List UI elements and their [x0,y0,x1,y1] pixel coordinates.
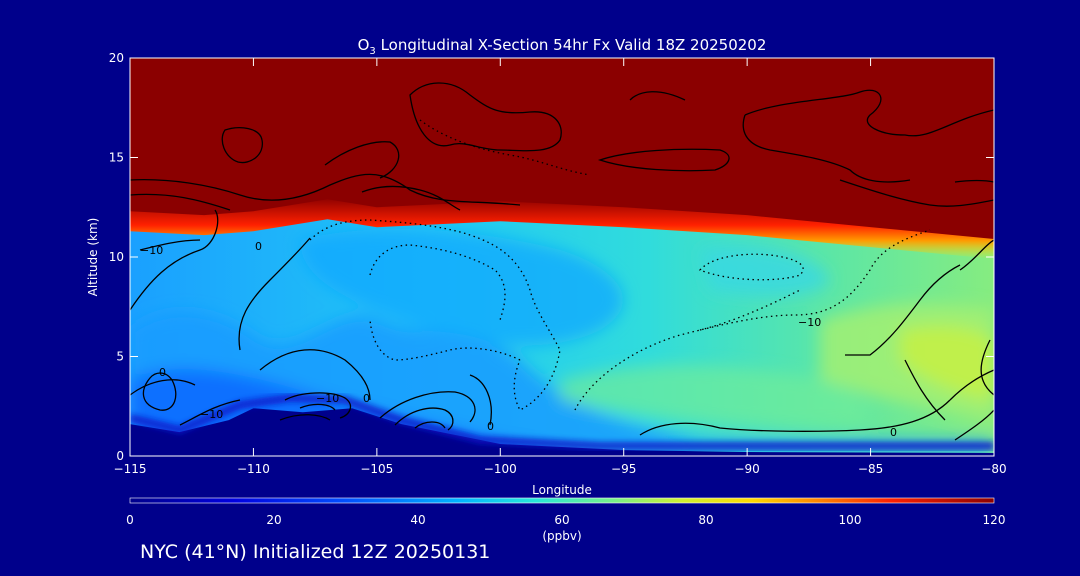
contour-line [597,148,730,172]
contour-line [394,407,454,431]
contour-label: −10 [200,408,223,421]
contour-line [959,239,994,271]
x-tick-label: −90 [734,462,759,476]
contour-line [299,403,336,411]
contour-line [839,179,994,207]
colorbar-tick-label: 80 [698,513,713,527]
x-axis-label: Longitude [532,483,592,497]
y-axis-ticks [130,57,994,457]
x-tick-label: −95 [611,462,636,476]
colorbar: 0 20 40 60 80 100 120 (ppbv) [126,497,1006,543]
contour-line [469,374,492,426]
y-axis-label: Altitude (km) [86,218,100,297]
negative-contours [309,119,931,411]
contour-line [179,399,241,426]
contour-line [845,264,961,356]
colorbar-tick-label: 40 [410,513,425,527]
x-axis-ticks [129,58,995,456]
contour-line [980,339,994,396]
y-tick-label: 15 [109,151,124,165]
forecast-footer: NYC (41°N) Initialized 12Z 20250131 [140,541,491,563]
contour-line [284,392,352,419]
colorbar-tick-label: 0 [126,513,134,527]
contour-line [744,89,994,137]
tropopause-layer [130,197,994,260]
contour-label: −10 [140,244,163,257]
colorbar-tick-label: 100 [839,513,862,527]
contour-line [379,391,476,423]
contour-line [742,114,911,183]
x-tick-label: −100 [484,462,517,476]
colorbar-tick-label: 20 [266,513,281,527]
contour-line [130,193,231,211]
colorbar-tick-label: 60 [554,513,569,527]
contour-line [130,379,196,396]
contour-line [639,399,951,436]
contour-line [142,372,177,411]
contour-line [949,369,994,401]
contour-label: 0 [363,392,370,405]
y-tick-label: 5 [116,350,124,364]
contour-line [414,421,446,429]
chart-title: O3 Longitudinal X-Section 54hr Fx Valid … [358,36,767,57]
contour-lines [130,82,994,441]
x-axis: −115 −110 −105 −100 −95 −90 −85 −80 Long… [114,462,1007,497]
y-axis: 0 5 10 15 20 Altitude (km) [86,51,124,463]
contour-line-dotted [309,219,561,411]
colorbar-gradient [129,497,995,504]
contour-line [221,127,263,164]
x-tick-label: −85 [858,462,883,476]
x-tick-label: −115 [114,462,147,476]
y-tick-label: 10 [109,250,124,264]
y-tick-label: 0 [116,449,124,463]
colorbar-tick-label: 120 [983,513,1006,527]
contour-label: 0 [159,366,166,379]
contour-line [954,409,994,441]
contour-line [279,414,331,421]
stratosphere [130,58,994,240]
contour-line [904,359,946,421]
contour-label: −10 [798,316,821,329]
contour-line [130,209,219,311]
contour-label: 0 [487,420,494,433]
contour-line [130,173,521,206]
contour-line [259,349,371,401]
colorbar-units: (ppbv) [542,529,581,543]
contour-line [139,239,201,251]
ozone-field: −10 −10 −10 −10 0 0 0 0 0 [130,58,994,456]
contour-line [324,141,400,179]
contour-line-dotted [699,289,801,331]
contour-line [629,91,686,101]
contour-line [954,179,994,183]
contour-line [409,82,562,152]
contour-label: 0 [255,240,262,253]
x-tick-label: −110 [237,462,270,476]
y-tick-label: 20 [109,51,124,65]
contour-label: 0 [890,426,897,439]
x-tick-label: −105 [360,462,393,476]
contour-label: −10 [316,392,339,405]
x-tick-label: −80 [981,462,1006,476]
terrain [130,408,994,456]
contour-line [361,185,461,211]
contour-line [238,237,311,351]
